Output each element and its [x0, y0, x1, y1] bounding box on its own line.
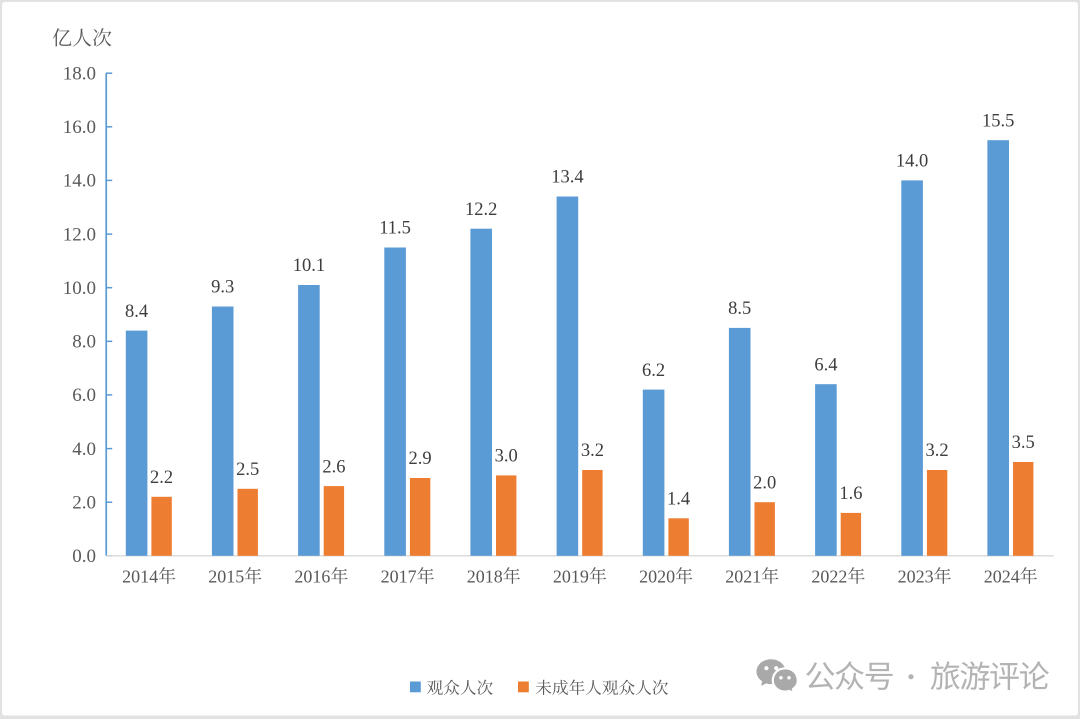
svg-text:3.2: 3.2 — [926, 441, 949, 461]
svg-text:2.0: 2.0 — [72, 493, 96, 514]
svg-text:2.6: 2.6 — [322, 457, 345, 477]
svg-text:14.0: 14.0 — [896, 152, 928, 172]
svg-text:2.5: 2.5 — [236, 460, 259, 480]
svg-text:10.1: 10.1 — [293, 256, 325, 276]
svg-text:6.4: 6.4 — [814, 355, 837, 375]
svg-text:2022: 2022 — [811, 567, 847, 587]
svg-text:16.0: 16.0 — [63, 117, 96, 138]
svg-text:6.2: 6.2 — [642, 361, 665, 381]
svg-text:3.2: 3.2 — [581, 441, 604, 461]
svg-text:2014: 2014 — [122, 567, 158, 587]
svg-text:8.4: 8.4 — [125, 302, 148, 322]
svg-text:8.5: 8.5 — [728, 299, 751, 319]
svg-text:1.4: 1.4 — [667, 490, 690, 510]
svg-text:2016: 2016 — [294, 567, 330, 587]
svg-text:2019: 2019 — [553, 567, 589, 587]
svg-text:3.5: 3.5 — [1012, 433, 1035, 453]
svg-text:0.0: 0.0 — [72, 546, 96, 567]
svg-text:2.9: 2.9 — [409, 449, 432, 469]
svg-text:2024: 2024 — [984, 567, 1020, 587]
svg-text:2023: 2023 — [898, 567, 934, 587]
svg-text:3.0: 3.0 — [495, 447, 518, 467]
svg-text:2021: 2021 — [725, 567, 761, 587]
svg-text:9.3: 9.3 — [211, 278, 234, 298]
svg-text:12.0: 12.0 — [63, 224, 96, 245]
svg-text:2.2: 2.2 — [150, 468, 173, 488]
svg-text:12.2: 12.2 — [465, 200, 497, 220]
svg-text:8.0: 8.0 — [72, 332, 96, 353]
svg-text:2.0: 2.0 — [753, 473, 776, 493]
svg-text:1.6: 1.6 — [839, 484, 862, 504]
svg-text:4.0: 4.0 — [72, 439, 96, 460]
svg-text:2018: 2018 — [467, 567, 503, 587]
svg-text:13.4: 13.4 — [551, 168, 583, 188]
svg-text:2015: 2015 — [208, 567, 244, 587]
svg-text:6.0: 6.0 — [72, 385, 96, 406]
svg-text:10.0: 10.0 — [63, 278, 96, 299]
svg-text:15.5: 15.5 — [982, 111, 1014, 131]
svg-text:2017: 2017 — [381, 567, 417, 587]
svg-text:18.0: 18.0 — [63, 64, 96, 85]
svg-text:2020: 2020 — [639, 567, 675, 587]
svg-text:14.0: 14.0 — [63, 171, 96, 192]
svg-text:11.5: 11.5 — [379, 219, 411, 239]
